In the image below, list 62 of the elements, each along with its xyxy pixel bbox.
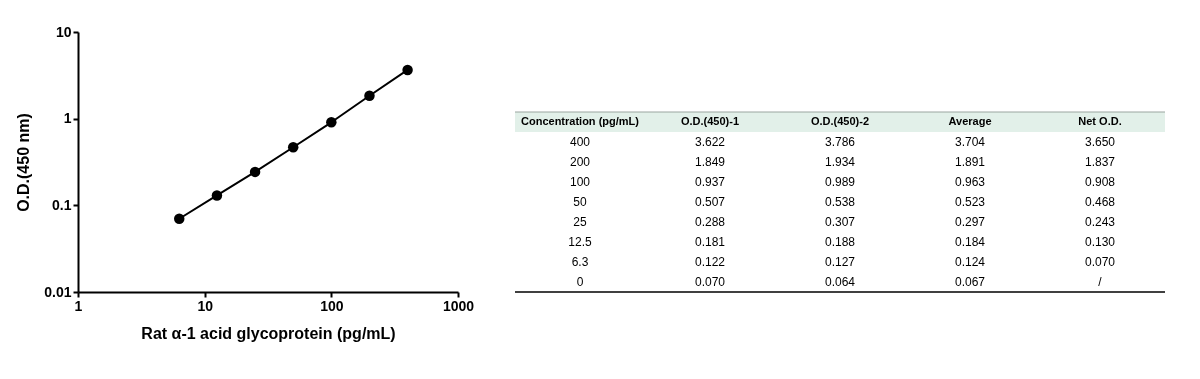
text: 0.468 bbox=[1084, 195, 1116, 209]
category-label: O.D.(450)-1 bbox=[680, 115, 740, 127]
text: 0.908 bbox=[1084, 175, 1116, 189]
text: 1.934 bbox=[824, 155, 856, 169]
text: 0.989 bbox=[824, 175, 856, 189]
text: 0.181 bbox=[694, 235, 726, 249]
y-tick-label: 0.1 bbox=[52, 196, 72, 213]
text: / bbox=[1098, 275, 1102, 289]
x-tick-label: 100 bbox=[320, 297, 344, 314]
text: 200 bbox=[569, 155, 591, 169]
category-label: O.D.(450)-2 bbox=[810, 115, 870, 127]
x-tick-label: 1000 bbox=[442, 297, 475, 314]
text: 12.5 bbox=[568, 235, 592, 249]
text: 0.507 bbox=[694, 195, 726, 209]
y-axis-title: O.D.(450 nm) bbox=[15, 113, 33, 212]
text: 0.963 bbox=[954, 175, 986, 189]
text: 25 bbox=[573, 215, 587, 229]
text: 3.704 bbox=[954, 135, 986, 149]
text: 0.064 bbox=[824, 275, 856, 289]
x-tick-label: 1 bbox=[74, 297, 83, 314]
text: 0.184 bbox=[954, 235, 986, 249]
text: 3.786 bbox=[824, 135, 856, 149]
text: 400 bbox=[569, 135, 591, 149]
text: 50 bbox=[573, 195, 587, 209]
text: 1.891 bbox=[954, 155, 986, 169]
y-tick-label: 1 bbox=[63, 110, 72, 127]
text: 0.243 bbox=[1084, 215, 1116, 229]
text: 0.070 bbox=[1084, 255, 1116, 269]
category-label: Net O.D. bbox=[1078, 115, 1122, 127]
point bbox=[249, 166, 261, 178]
category-label: Average bbox=[948, 115, 992, 127]
text: 1.849 bbox=[694, 155, 726, 169]
x-tick-label: 10 bbox=[197, 297, 214, 314]
text: 0.288 bbox=[694, 215, 726, 229]
text: 0.130 bbox=[1084, 235, 1116, 249]
text: 3.622 bbox=[694, 135, 726, 149]
point bbox=[174, 213, 185, 224]
text: 0.122 bbox=[694, 255, 726, 269]
y-tick-label: 10 bbox=[55, 23, 72, 40]
text: 3.650 bbox=[1084, 135, 1116, 149]
point bbox=[211, 190, 223, 201]
text: 0.307 bbox=[824, 215, 856, 229]
text: 0.067 bbox=[954, 275, 986, 289]
text: 0.538 bbox=[824, 195, 856, 209]
point bbox=[364, 90, 375, 102]
x-axis-title: Rat α-1 acid glycoprotein (pg/mL) bbox=[141, 324, 396, 342]
text: 6.3 bbox=[571, 255, 589, 269]
text: 1.837 bbox=[1084, 155, 1116, 169]
text: 0.188 bbox=[824, 235, 856, 249]
text: 0.297 bbox=[954, 215, 986, 229]
text: 0.070 bbox=[694, 275, 726, 289]
point bbox=[402, 64, 413, 76]
category-label: Concentration (pg/mL) bbox=[521, 115, 640, 127]
text: 100 bbox=[569, 175, 591, 189]
text: 0 bbox=[576, 275, 584, 289]
text: 0.124 bbox=[954, 255, 986, 269]
text: 0.523 bbox=[954, 195, 986, 209]
text: 0.127 bbox=[824, 255, 856, 269]
point bbox=[287, 142, 299, 153]
point bbox=[326, 117, 337, 128]
y-tick-label: 0.01 bbox=[44, 283, 72, 300]
text: 0.937 bbox=[694, 175, 726, 189]
